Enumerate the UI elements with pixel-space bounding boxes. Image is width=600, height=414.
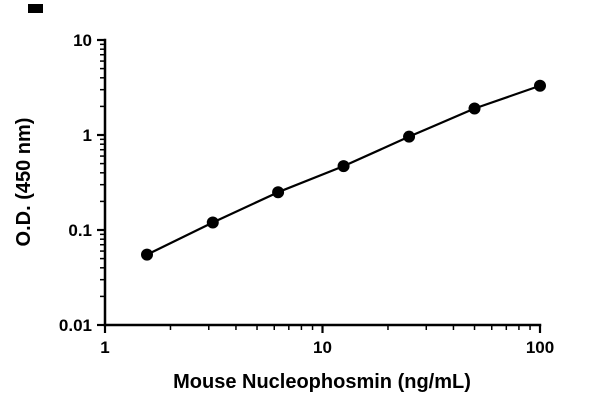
crop-artifact-mark <box>28 4 43 13</box>
y-tick-label: 1 <box>83 126 92 145</box>
data-point <box>468 102 481 115</box>
x-tick-label: 1 <box>100 338 109 357</box>
axes-layer: 1 10 100 0.01 0.1 1 10 <box>59 31 554 357</box>
y-tick-label: 0.1 <box>68 221 92 240</box>
y-axis-title: O.D. (450 nm) <box>13 118 35 247</box>
data-point <box>141 248 154 261</box>
data-point <box>403 130 416 143</box>
y-tick-label: 10 <box>73 31 92 50</box>
x-tick-label: 100 <box>526 338 554 357</box>
data-point <box>337 160 350 173</box>
data-point <box>534 79 546 92</box>
x-tick-label: 10 <box>313 338 332 357</box>
y-tick-label: 0.01 <box>59 316 92 335</box>
data-point <box>272 186 285 199</box>
data-point <box>206 216 219 229</box>
x-axis-title: Mouse Nucleophosmin (ng/mL) <box>173 371 471 393</box>
data-series-layer <box>141 79 546 261</box>
